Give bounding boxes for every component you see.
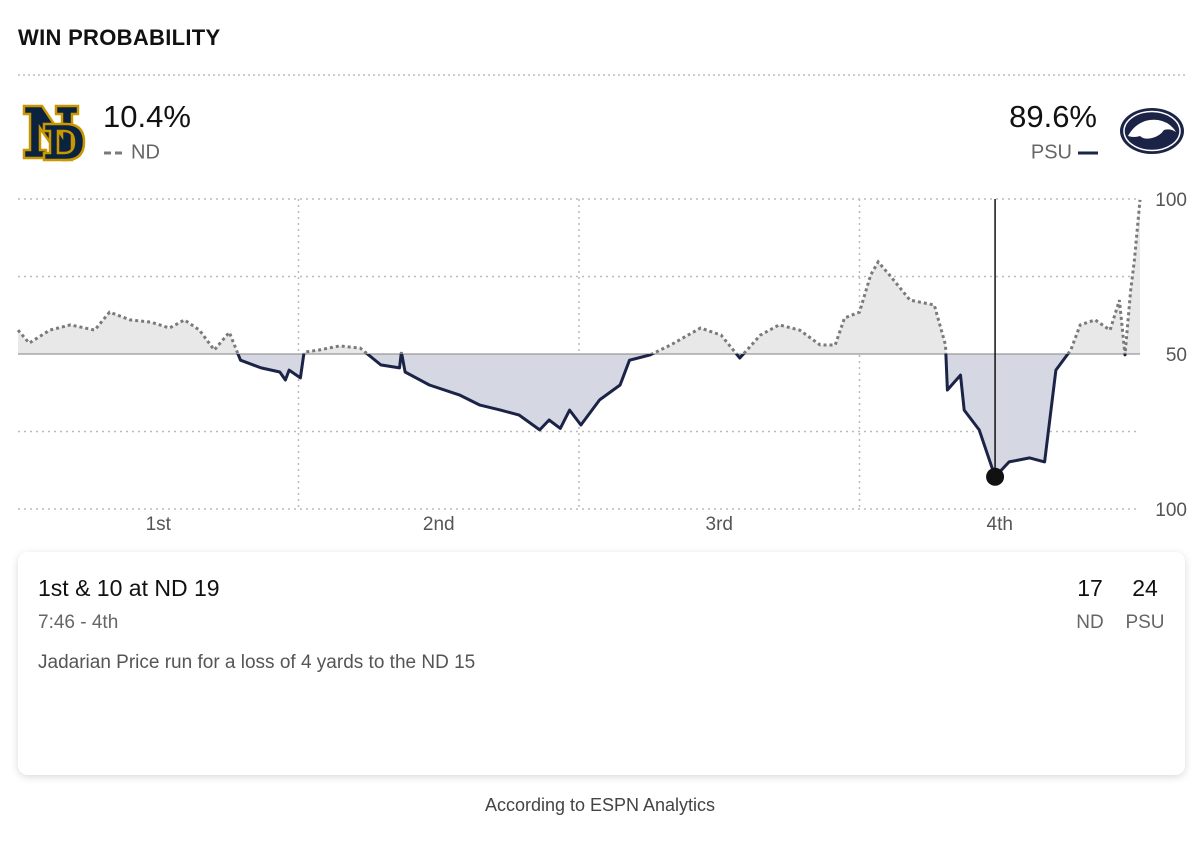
x-tick-label: 2nd <box>423 514 455 535</box>
psu-score: 24 <box>1132 575 1158 601</box>
play-situation: 1st & 10 at ND 19 <box>38 575 220 601</box>
y-tick-label: 50 <box>1166 345 1187 366</box>
nd-logo <box>22 104 86 162</box>
chart: 100 50 100 1st 2nd 3rd 4th <box>16 190 1187 535</box>
y-tick-label: 100 <box>1155 190 1187 211</box>
x-tick-label: 4th <box>987 514 1013 535</box>
play-description: Jadarian Price run for a loss of 4 yards… <box>38 652 475 673</box>
play-card <box>18 552 1185 775</box>
psu-line <box>236 354 1127 479</box>
nd-score: 17 <box>1077 575 1103 601</box>
psu-score-team: PSU <box>1125 612 1164 633</box>
psu-logo <box>1120 108 1184 154</box>
widget-title: WIN PROBABILITY <box>18 25 221 50</box>
nd-score-team: ND <box>1076 612 1103 633</box>
psu-abbr: PSU <box>1031 141 1072 163</box>
x-tick-label: 1st <box>146 514 172 535</box>
psu-area <box>18 354 1140 477</box>
source-note: According to ESPN Analytics <box>485 795 715 815</box>
psu-probability: 89.6% <box>1009 99 1097 134</box>
selected-play-marker <box>986 467 1005 486</box>
play-clock: 7:46 - 4th <box>38 612 118 633</box>
nd-probability: 10.4% <box>103 99 191 134</box>
y-tick-label: 100 <box>1155 500 1187 521</box>
nd-line <box>16 199 1142 354</box>
nd-area <box>18 199 1140 354</box>
nd-abbr: ND <box>131 141 160 163</box>
x-tick-label: 3rd <box>706 514 733 535</box>
